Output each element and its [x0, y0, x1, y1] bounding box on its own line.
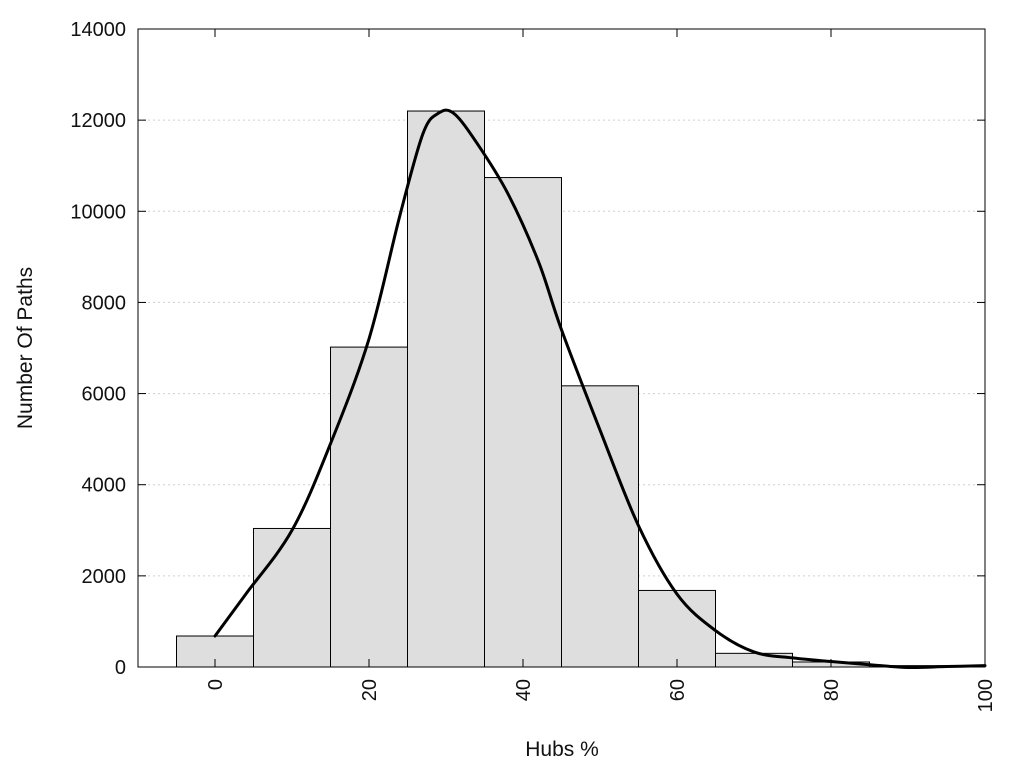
histogram-bar — [253, 527, 331, 668]
y-tick-label: 0 — [115, 657, 126, 679]
y-tick-label: 8000 — [82, 292, 127, 314]
y-tick-label: 10000 — [70, 201, 126, 223]
y-tick-label: 12000 — [70, 110, 126, 132]
density-curve — [213, 108, 987, 670]
density-curve-line — [213, 108, 987, 670]
y-tick-label: 6000 — [82, 384, 127, 406]
histogram-bar — [638, 589, 716, 668]
x-tick-label: 80 — [821, 679, 843, 701]
histogram-bar — [330, 346, 408, 668]
x-tick-labels: 0 20 40 60 80 100 — [205, 679, 997, 712]
x-tick-label: 40 — [513, 679, 535, 701]
x-tick-label: 100 — [975, 679, 997, 712]
bars — [176, 110, 947, 668]
y-axis-title: Number Of Paths — [14, 267, 37, 429]
plot-frame — [137, 28, 986, 668]
ticks — [138, 28, 986, 668]
y-tick-labels: 0 2000 4000 6000 8000 10000 12000 14000 — [70, 19, 126, 679]
gridlines — [138, 119, 985, 577]
y-tick-label: 14000 — [70, 19, 126, 41]
x-tick-label: 20 — [359, 679, 381, 701]
histogram-bar — [484, 177, 562, 668]
y-tick-label: 4000 — [82, 475, 127, 497]
x-axis-title: Hubs % — [525, 738, 599, 761]
x-tick-label: 0 — [205, 679, 227, 690]
x-tick-label: 60 — [667, 679, 689, 701]
y-tick-label: 2000 — [82, 566, 127, 588]
histogram-bar — [407, 110, 485, 668]
